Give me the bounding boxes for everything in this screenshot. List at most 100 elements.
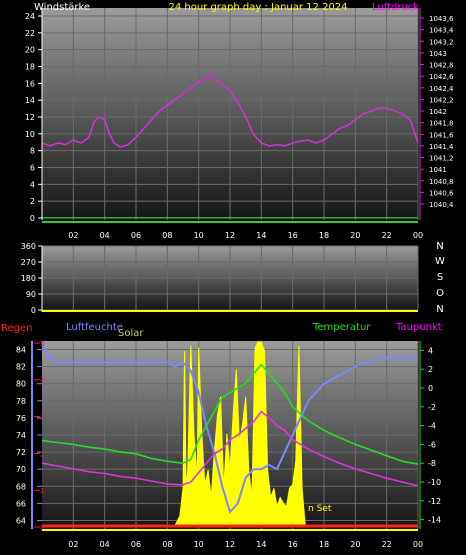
top-right-tick-label: 1041,6 [429, 131, 454, 139]
top-left-tick-label: 20 [25, 46, 35, 55]
top-x-tick-label: 00 [413, 231, 423, 240]
chart-marks [41, 71, 419, 528]
top-right-tick-label: 1043,6 [429, 15, 454, 23]
temperature-tick-label: -2 [428, 403, 436, 412]
humidity-tick-label: 70 [16, 465, 26, 474]
top-right-tick-label: 1042,4 [429, 85, 454, 93]
middle-left-tick-label: 0 [31, 306, 36, 315]
humidity-tick-label: 74 [16, 431, 26, 440]
top-right-tick-label: 1040,8 [429, 178, 454, 186]
top-right-tick-label: 1042,6 [429, 73, 454, 81]
humidity-tick-label: 76 [16, 414, 26, 423]
temperature-tick-label: 0 [428, 384, 433, 393]
top-x-tick-label: 08 [162, 231, 172, 240]
top-right-tick-label: 1040,6 [429, 189, 454, 197]
bottom-x-tick-label: 02 [68, 540, 78, 549]
top-x-tick-label: 16 [288, 231, 298, 240]
humidity-tick-label: 78 [16, 397, 26, 406]
top-right-tick-label: 1043,4 [429, 27, 454, 35]
bottom-x-tick-label: 14 [256, 540, 266, 549]
bottom-x-tick-label: 22 [382, 540, 392, 549]
temperature-tick-label: -12 [428, 497, 441, 506]
top-x-tick-label: 02 [68, 231, 78, 240]
top-left-tick-label: 12 [25, 113, 35, 122]
top-left-tick-label: 8 [30, 147, 35, 156]
rain-label: Regen [1, 323, 33, 334]
top-x-tick-label: 22 [382, 231, 392, 240]
top-right-tick-label: 1043 [429, 50, 447, 58]
pressure-label: Luftdruck [372, 2, 419, 13]
direction-letter-n-bottom: N [436, 304, 443, 315]
top-right-tick-label: 1042,2 [429, 96, 454, 104]
humidity-label: Luftfeuchte [66, 322, 123, 333]
temperature-tick-label: -6 [428, 440, 436, 449]
temperature-tick-label: 4 [428, 346, 433, 355]
top-left-tick-label: 18 [25, 63, 35, 72]
top-right-tick-label: 1041,4 [429, 143, 454, 151]
temperature-tick-label: -4 [428, 422, 436, 431]
middle-left-tick-label: 180 [21, 274, 36, 283]
humidity-tick-label: 82 [16, 363, 26, 372]
bottom-x-tick-label: 06 [131, 540, 141, 549]
direction-letter-n-top: N [436, 241, 443, 252]
top-right-tick-label: 1041,8 [429, 120, 454, 128]
humidity-tick-label: 66 [16, 499, 26, 508]
top-left-tick-label: 4 [30, 180, 35, 189]
top-right-tick-label: 1042 [429, 108, 447, 116]
middle-left-tick-label: 360 [21, 242, 36, 251]
humidity-tick-label: 68 [16, 482, 26, 491]
humidity-series-line [41, 342, 418, 514]
top-x-tick-label: 20 [350, 231, 360, 240]
humidity-tick-label: 64 [16, 516, 26, 525]
rain-tick-label: 0 [40, 524, 44, 532]
sunset-annotation: n Set [308, 504, 332, 514]
direction-letter-s: S [437, 272, 443, 283]
direction-letter-w: W [435, 256, 445, 267]
temperature-tick-label: -14 [428, 516, 441, 525]
middle-left-tick-label: 90 [26, 290, 36, 299]
humidity-tick-label: 84 [16, 346, 26, 355]
rain-tick-label: 2 [40, 450, 44, 458]
bottom-x-tick-label: 12 [225, 540, 235, 549]
direction-letter-o: O [436, 288, 444, 299]
rain-tick-label: 4 [40, 377, 45, 385]
bottom-x-tick-label: 00 [413, 540, 423, 549]
bottom-x-tick-label: 20 [350, 540, 360, 549]
humidity-tick-label: 72 [16, 448, 26, 457]
rain-tick-label: 3 [40, 414, 44, 422]
top-left-tick-label: 2 [30, 197, 35, 206]
top-right-tick-label: 1041 [429, 166, 447, 174]
top-x-tick-label: 18 [319, 231, 329, 240]
top-left-tick-label: 16 [25, 79, 35, 88]
humidity-tick-label: 80 [16, 380, 26, 389]
middle-left-tick-label: 270 [21, 258, 36, 267]
top-left-tick-label: 10 [25, 130, 35, 139]
dewpoint-label: Taupunkt [395, 322, 442, 333]
top-left-tick-label: 0 [30, 214, 35, 223]
chart-title: 24 hour graph day : Januar 12 2024 [168, 2, 347, 13]
solar-label: Solar [118, 328, 144, 339]
top-left-tick-label: 24 [25, 12, 35, 21]
top-x-tick-label: 14 [256, 231, 266, 240]
bottom-x-tick-label: 16 [288, 540, 298, 549]
wind-speed-label: Windstärke [34, 2, 90, 13]
pressure-series-line [41, 71, 419, 148]
dewpoint-series-line [41, 410, 419, 487]
bottom-x-tick-label: 08 [162, 540, 172, 549]
temperature-label: Temperatur [312, 322, 371, 333]
temperature-tick-label: -10 [428, 478, 441, 487]
top-right-tick-label: 1043,2 [429, 38, 454, 46]
temperature-series-line [41, 363, 419, 465]
top-right-tick-label: 1041,2 [429, 155, 454, 163]
top-left-tick-label: 6 [30, 164, 35, 173]
top-x-tick-label: 06 [131, 231, 141, 240]
rain-tick-label: 1 [40, 487, 44, 495]
top-x-tick-label: 10 [194, 231, 204, 240]
top-right-tick-label: 1040,4 [429, 201, 454, 209]
top-left-tick-label: 22 [25, 29, 35, 38]
grid [42, 8, 419, 529]
rain-tick-label: 5 [40, 340, 44, 348]
temperature-tick-label: 2 [428, 365, 433, 374]
